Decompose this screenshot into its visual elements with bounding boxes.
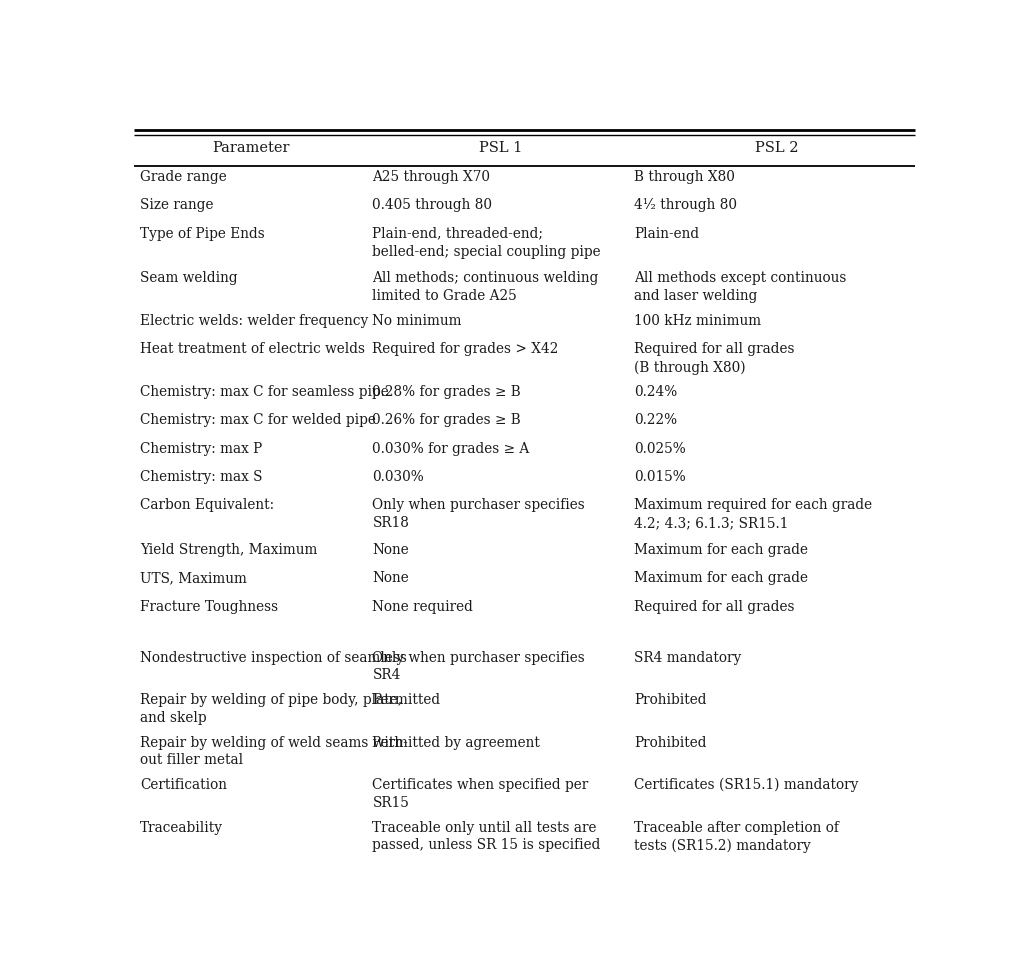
Text: 0.28% for grades ≥ B: 0.28% for grades ≥ B: [373, 385, 521, 399]
Text: SR4 mandatory: SR4 mandatory: [634, 650, 741, 665]
Text: Prohibited: Prohibited: [634, 693, 707, 707]
Text: Only when purchaser specifies
SR18: Only when purchaser specifies SR18: [373, 498, 585, 530]
Text: Permitted by agreement: Permitted by agreement: [373, 735, 541, 750]
Text: All methods except continuous
and laser welding: All methods except continuous and laser …: [634, 271, 847, 303]
Text: Traceable after completion of
tests (SR15.2) mandatory: Traceable after completion of tests (SR1…: [634, 821, 840, 853]
Text: PSL 2: PSL 2: [756, 141, 799, 155]
Text: Prohibited: Prohibited: [634, 735, 707, 750]
Text: Repair by welding of pipe body, plate,
and skelp: Repair by welding of pipe body, plate, a…: [140, 693, 402, 725]
Text: 0.025%: 0.025%: [634, 442, 686, 455]
Text: Repair by welding of weld seams with-
out filler metal: Repair by welding of weld seams with- ou…: [140, 735, 408, 767]
Text: Certification: Certification: [140, 778, 227, 792]
Text: Maximum for each grade: Maximum for each grade: [634, 572, 808, 585]
Text: Heat treatment of electric welds: Heat treatment of electric welds: [140, 342, 365, 357]
Text: Fracture Toughness: Fracture Toughness: [140, 600, 279, 613]
Text: Maximum for each grade: Maximum for each grade: [634, 543, 808, 557]
Text: Chemistry: max C for seamless pipe: Chemistry: max C for seamless pipe: [140, 385, 389, 399]
Text: Traceable only until all tests are
passed, unless SR 15 is specified: Traceable only until all tests are passe…: [373, 821, 601, 853]
Text: 0.22%: 0.22%: [634, 413, 678, 427]
Text: None: None: [373, 572, 410, 585]
Text: Yield Strength, Maximum: Yield Strength, Maximum: [140, 543, 317, 557]
Text: 0.030%: 0.030%: [373, 470, 424, 484]
Text: Plain-end, threaded-end;
belled-end; special coupling pipe: Plain-end, threaded-end; belled-end; spe…: [373, 227, 601, 259]
Text: None required: None required: [373, 600, 473, 613]
Text: 0.405 through 80: 0.405 through 80: [373, 199, 493, 212]
Text: 0.24%: 0.24%: [634, 385, 678, 399]
Text: 0.030% for grades ≥ A: 0.030% for grades ≥ A: [373, 442, 529, 455]
Text: Plain-end: Plain-end: [634, 227, 699, 240]
Text: UTS, Maximum: UTS, Maximum: [140, 572, 247, 585]
Text: Required for all grades
(B through X80): Required for all grades (B through X80): [634, 342, 795, 375]
Text: Seam welding: Seam welding: [140, 271, 238, 286]
Text: Type of Pipe Ends: Type of Pipe Ends: [140, 227, 264, 240]
Text: Certificates (SR15.1) mandatory: Certificates (SR15.1) mandatory: [634, 778, 859, 793]
Text: Nondestructive inspection of seamless: Nondestructive inspection of seamless: [140, 650, 407, 665]
Text: Only when purchaser specifies
SR4: Only when purchaser specifies SR4: [373, 650, 585, 682]
Text: 0.26% for grades ≥ B: 0.26% for grades ≥ B: [373, 413, 521, 427]
Text: Electric welds: welder frequency: Electric welds: welder frequency: [140, 314, 369, 328]
Text: Chemistry: max S: Chemistry: max S: [140, 470, 262, 484]
Text: 4¹⁄₂ through 80: 4¹⁄₂ through 80: [634, 199, 737, 212]
Text: Size range: Size range: [140, 199, 213, 212]
Text: Maximum required for each grade
4.2; 4.3; 6.1.3; SR15.1: Maximum required for each grade 4.2; 4.3…: [634, 498, 872, 530]
Text: Carbon Equivalent:: Carbon Equivalent:: [140, 498, 274, 513]
Text: Required for all grades: Required for all grades: [634, 600, 795, 613]
Text: Chemistry: max C for welded pipe: Chemistry: max C for welded pipe: [140, 413, 376, 427]
Text: All methods; continuous welding
limited to Grade A25: All methods; continuous welding limited …: [373, 271, 599, 303]
Text: A25 through X70: A25 through X70: [373, 170, 490, 184]
Text: Traceability: Traceability: [140, 821, 223, 834]
Text: PSL 1: PSL 1: [479, 141, 522, 155]
Text: 100 kHz minimum: 100 kHz minimum: [634, 314, 762, 328]
Text: Permitted: Permitted: [373, 693, 440, 707]
Text: Certificates when specified per
SR15: Certificates when specified per SR15: [373, 778, 589, 810]
Text: No minimum: No minimum: [373, 314, 462, 328]
Text: Parameter: Parameter: [212, 141, 290, 155]
Text: None: None: [373, 543, 410, 557]
Text: B through X80: B through X80: [634, 170, 735, 184]
Text: Chemistry: max P: Chemistry: max P: [140, 442, 262, 455]
Text: 0.015%: 0.015%: [634, 470, 686, 484]
Text: Required for grades > X42: Required for grades > X42: [373, 342, 559, 357]
Text: Grade range: Grade range: [140, 170, 226, 184]
